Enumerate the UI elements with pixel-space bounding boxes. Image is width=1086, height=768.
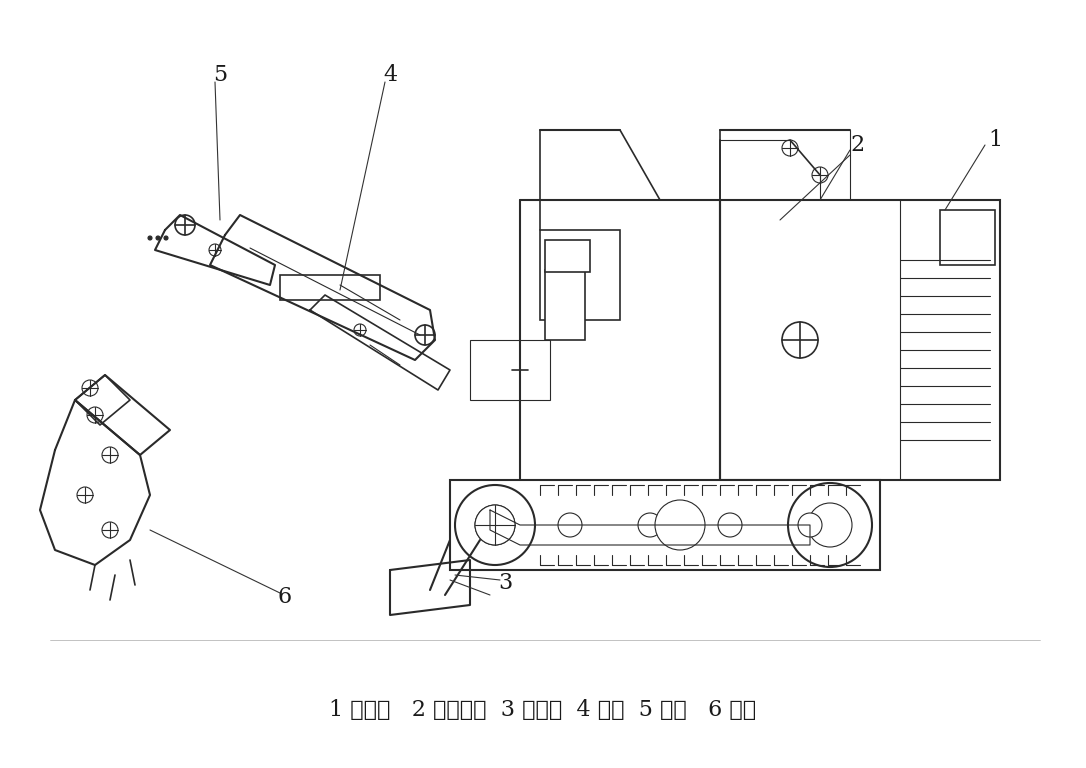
Circle shape [782, 322, 818, 358]
Circle shape [354, 324, 366, 336]
Circle shape [415, 325, 435, 345]
Circle shape [102, 522, 118, 538]
Circle shape [798, 513, 822, 537]
Circle shape [512, 362, 528, 378]
Bar [720, 200, 1000, 480]
Bar [940, 210, 995, 265]
Circle shape [77, 487, 93, 503]
Circle shape [475, 505, 515, 545]
Text: 5: 5 [213, 64, 227, 86]
Circle shape [102, 447, 118, 463]
Circle shape [808, 503, 853, 547]
Circle shape [164, 236, 168, 240]
Bar [545, 240, 590, 272]
Circle shape [148, 236, 152, 240]
Circle shape [475, 505, 515, 545]
Text: 4: 4 [383, 64, 397, 86]
Text: 1: 1 [988, 129, 1002, 151]
Circle shape [637, 513, 662, 537]
Bar [545, 270, 585, 340]
Circle shape [655, 500, 705, 550]
Circle shape [718, 513, 742, 537]
Text: 1 动力箱   2 行走总成  3 推土铲  4 主臂  5 斗杆   6 铲斗: 1 动力箱 2 行走总成 3 推土铲 4 主臂 5 斗杆 6 铲斗 [329, 699, 757, 721]
Circle shape [782, 140, 798, 156]
Text: 3: 3 [497, 572, 513, 594]
Circle shape [558, 513, 582, 537]
Bar [450, 480, 880, 570]
Text: 2: 2 [851, 134, 866, 156]
Circle shape [83, 380, 98, 396]
Circle shape [788, 483, 872, 567]
Bar [470, 340, 550, 400]
Circle shape [455, 485, 535, 565]
Circle shape [156, 236, 160, 240]
Circle shape [87, 407, 103, 423]
Circle shape [175, 215, 195, 235]
Circle shape [209, 244, 220, 256]
Bar [540, 230, 620, 320]
Bar [280, 275, 380, 300]
Text: 6: 6 [278, 586, 292, 608]
Circle shape [812, 167, 828, 183]
